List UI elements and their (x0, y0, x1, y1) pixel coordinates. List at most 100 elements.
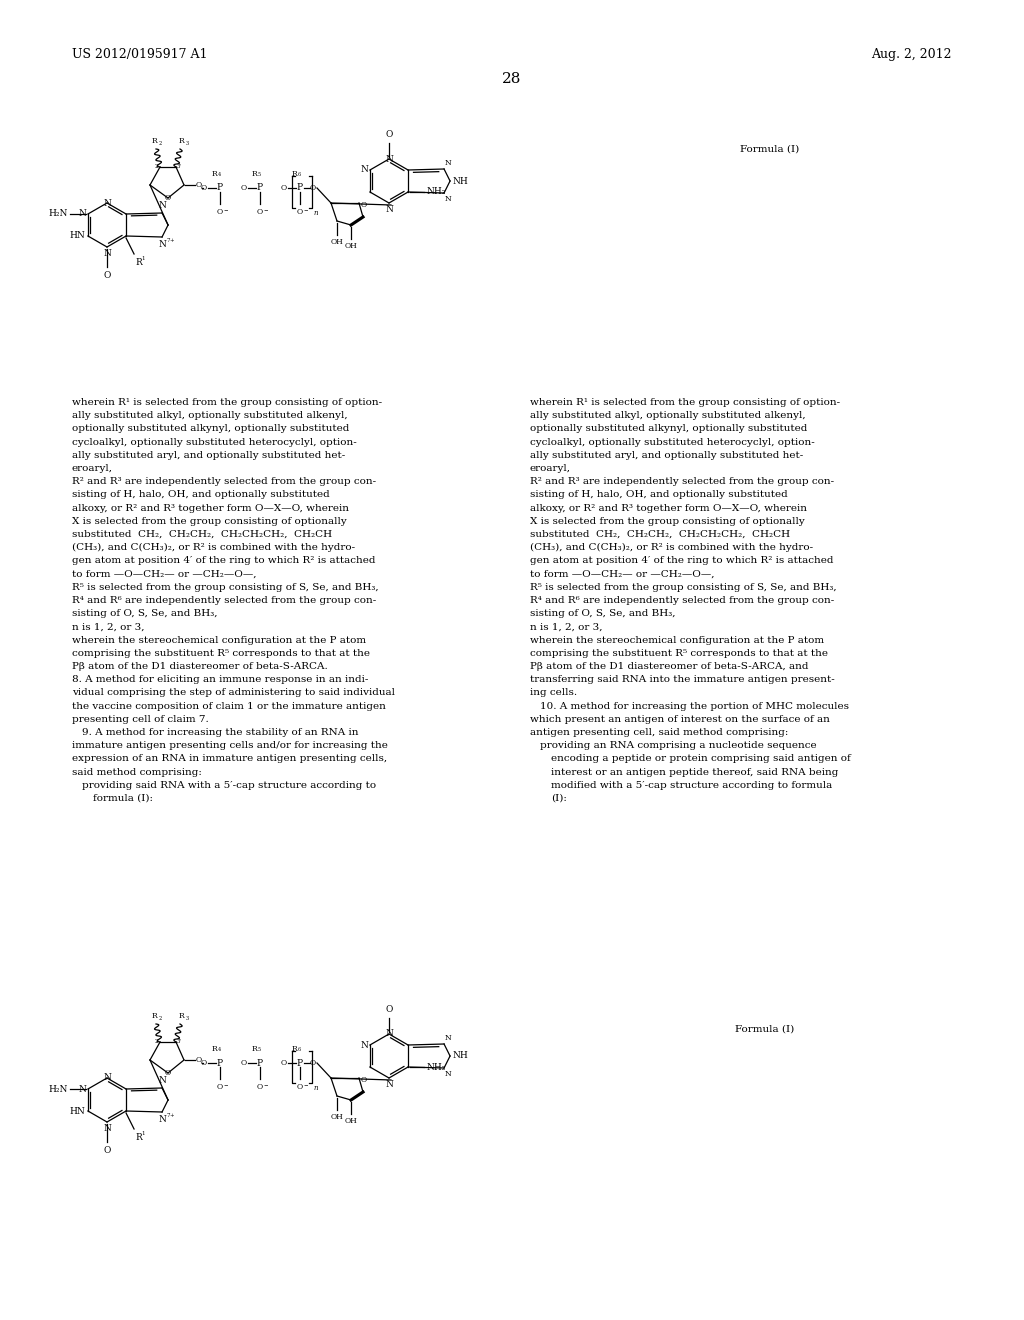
Text: immature antigen presenting cells and/or for increasing the: immature antigen presenting cells and/or… (72, 742, 388, 750)
Text: O: O (297, 209, 303, 216)
Text: Formula (I): Formula (I) (735, 1026, 795, 1034)
Text: cycloalkyl, optionally substituted heterocyclyl, option-: cycloalkyl, optionally substituted heter… (72, 438, 356, 446)
Text: O: O (385, 129, 392, 139)
Text: N: N (78, 210, 86, 219)
Text: ally substituted aryl, and optionally substituted het-: ally substituted aryl, and optionally su… (530, 451, 803, 459)
Text: R: R (291, 170, 297, 178)
Text: N: N (445, 195, 452, 203)
Text: R: R (291, 1045, 297, 1053)
Text: ally substituted aryl, and optionally substituted het-: ally substituted aryl, and optionally su… (72, 451, 345, 459)
Text: said method comprising:: said method comprising: (72, 768, 202, 776)
Text: to form —O—CH₂— or —CH₂—O—,: to form —O—CH₂— or —CH₂—O—, (530, 570, 715, 578)
Text: wherein the stereochemical configuration at the P atom: wherein the stereochemical configuration… (530, 636, 824, 644)
Text: N: N (158, 240, 166, 249)
Text: O: O (217, 1082, 223, 1092)
Text: P: P (217, 183, 223, 193)
Text: NH: NH (452, 1052, 468, 1060)
Text: 10. A method for increasing the portion of MHC molecules: 10. A method for increasing the portion … (541, 702, 850, 710)
Text: R: R (178, 1012, 184, 1020)
Text: O: O (103, 271, 111, 280)
Text: H₂N: H₂N (48, 210, 68, 219)
Text: 6: 6 (298, 1047, 301, 1052)
Text: OH: OH (345, 242, 357, 249)
Text: R: R (135, 1133, 141, 1142)
Text: wherein R¹ is selected from the group consisting of option-: wherein R¹ is selected from the group co… (72, 399, 382, 407)
Text: alkoxy, or R² and R³ together form O—X—O, wherein: alkoxy, or R² and R³ together form O—X—O… (530, 504, 807, 512)
Text: O: O (201, 183, 207, 191)
Text: n: n (313, 1084, 317, 1092)
Text: 3: 3 (186, 1016, 189, 1020)
Text: Pβ atom of the D1 diastereomer of beta-S-ARCA, and: Pβ atom of the D1 diastereomer of beta-S… (530, 663, 809, 671)
Text: the vaccine composition of claim 1 or the immature antigen: the vaccine composition of claim 1 or th… (72, 702, 386, 710)
Text: Formula (I): Formula (I) (740, 145, 800, 154)
Text: R: R (152, 1012, 157, 1020)
Text: P: P (257, 1059, 263, 1068)
Text: X is selected from the group consisting of optionally: X is selected from the group consisting … (72, 517, 347, 525)
Text: ing cells.: ing cells. (530, 689, 578, 697)
Text: OH: OH (345, 1117, 357, 1125)
Text: N: N (445, 1071, 452, 1078)
Text: eroaryl,: eroaryl, (530, 465, 571, 473)
Text: −: − (303, 207, 307, 213)
Text: +: + (169, 238, 174, 243)
Text: (CH₃), and C(CH₃)₂, or R² is combined with the hydro-: (CH₃), and C(CH₃)₂, or R² is combined wi… (72, 544, 355, 552)
Text: ally substituted alkyl, optionally substituted alkenyl,: ally substituted alkyl, optionally subst… (72, 412, 347, 420)
Text: 3': 3' (177, 1039, 182, 1044)
Text: 7: 7 (166, 1113, 170, 1118)
Text: N: N (360, 1040, 368, 1049)
Text: comprising the substituent R⁵ corresponds to that at the: comprising the substituent R⁵ correspond… (72, 649, 370, 657)
Text: cycloalkyl, optionally substituted heterocyclyl, option-: cycloalkyl, optionally substituted heter… (530, 438, 815, 446)
Text: 2': 2' (155, 164, 159, 169)
Text: US 2012/0195917 A1: US 2012/0195917 A1 (72, 48, 208, 61)
Text: 4: 4 (218, 172, 221, 177)
Text: N: N (385, 154, 393, 164)
Text: O: O (281, 183, 287, 191)
Text: 7: 7 (166, 238, 170, 243)
Text: +: + (169, 1113, 174, 1118)
Text: O: O (361, 201, 368, 209)
Text: −: − (263, 207, 267, 213)
Text: n: n (313, 209, 317, 216)
Text: N: N (445, 1034, 452, 1041)
Text: substituted  CH₂,  CH₂CH₂,  CH₂CH₂CH₂,  CH₂CH: substituted CH₂, CH₂CH₂, CH₂CH₂CH₂, CH₂C… (72, 531, 332, 539)
Text: R⁴ and R⁶ are independently selected from the group con-: R⁴ and R⁶ are independently selected fro… (530, 597, 835, 605)
Text: HN: HN (70, 231, 85, 240)
Text: N: N (103, 1125, 111, 1133)
Text: R: R (211, 170, 217, 178)
Text: R² and R³ are independently selected from the group con-: R² and R³ are independently selected fro… (530, 478, 835, 486)
Text: N: N (445, 158, 452, 168)
Text: 3: 3 (186, 141, 189, 147)
Text: O: O (196, 1056, 202, 1064)
Text: (I):: (I): (551, 795, 567, 803)
Text: R: R (251, 1045, 257, 1053)
Text: antigen presenting cell, said method comprising:: antigen presenting cell, said method com… (530, 729, 788, 737)
Text: OH: OH (331, 238, 343, 246)
Text: N: N (103, 198, 111, 207)
Text: O: O (385, 1005, 392, 1014)
Text: O: O (196, 181, 202, 189)
Text: (CH₃), and C(CH₃)₂, or R² is combined with the hydro-: (CH₃), and C(CH₃)₂, or R² is combined wi… (530, 544, 813, 552)
Text: O: O (281, 1059, 287, 1067)
Text: NH₂: NH₂ (426, 187, 445, 197)
Text: R: R (211, 1045, 217, 1053)
Text: H₂N: H₂N (48, 1085, 68, 1093)
Text: R⁵ is selected from the group consisting of S, Se, and BH₃,: R⁵ is selected from the group consisting… (72, 583, 379, 591)
Text: O: O (297, 1082, 303, 1092)
Text: n is 1, 2, or 3,: n is 1, 2, or 3, (530, 623, 602, 631)
Text: O: O (165, 1069, 171, 1077)
Text: optionally substituted alkynyl, optionally substituted: optionally substituted alkynyl, optional… (72, 425, 349, 433)
Text: O: O (361, 1076, 368, 1084)
Text: sisting of O, S, Se, and BH₃,: sisting of O, S, Se, and BH₃, (72, 610, 217, 618)
Text: P: P (257, 183, 263, 193)
Text: R: R (152, 137, 157, 145)
Text: R⁴ and R⁶ are independently selected from the group con-: R⁴ and R⁶ are independently selected fro… (72, 597, 376, 605)
Text: O: O (310, 183, 316, 191)
Text: P: P (297, 1059, 303, 1068)
Text: 1: 1 (141, 256, 144, 261)
Text: Aug. 2, 2012: Aug. 2, 2012 (871, 48, 952, 61)
Text: N: N (158, 201, 166, 210)
Text: sisting of H, halo, OH, and optionally substituted: sisting of H, halo, OH, and optionally s… (72, 491, 330, 499)
Text: presenting cell of claim 7.: presenting cell of claim 7. (72, 715, 209, 723)
Text: N: N (385, 1080, 393, 1089)
Text: P: P (297, 183, 303, 193)
